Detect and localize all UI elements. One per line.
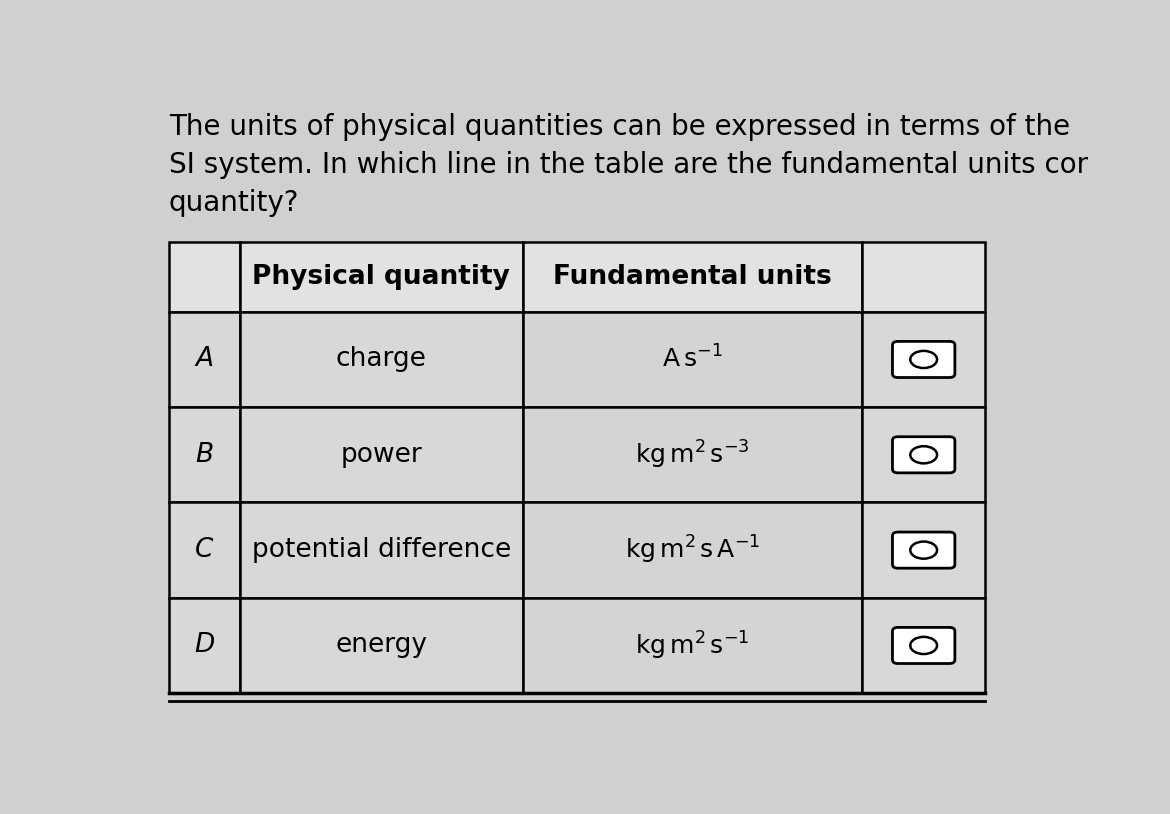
Text: B: B — [195, 442, 213, 468]
Text: D: D — [194, 632, 214, 659]
Text: potential difference: potential difference — [252, 537, 511, 563]
Text: charge: charge — [336, 347, 427, 373]
Text: The units of physical quantities can be expressed in terms of the
SI system. In : The units of physical quantities can be … — [168, 113, 1088, 217]
Ellipse shape — [910, 351, 937, 368]
FancyBboxPatch shape — [893, 532, 955, 568]
Text: C: C — [195, 537, 213, 563]
Text: energy: energy — [335, 632, 427, 659]
Ellipse shape — [910, 446, 937, 463]
FancyBboxPatch shape — [893, 628, 955, 663]
FancyBboxPatch shape — [893, 437, 955, 473]
Bar — [168, 407, 240, 502]
Text: $\mathrm{kg\,m^{2}\,s\,A^{-1}}$: $\mathrm{kg\,m^{2}\,s\,A^{-1}}$ — [625, 534, 761, 567]
Ellipse shape — [910, 541, 937, 558]
Text: $\mathrm{A\,s^{-1}}$: $\mathrm{A\,s^{-1}}$ — [662, 346, 723, 373]
Bar — [168, 597, 240, 694]
Text: Physical quantity: Physical quantity — [253, 264, 510, 290]
Text: $\mathrm{kg\,m^{2}\,s^{-3}}$: $\mathrm{kg\,m^{2}\,s^{-3}}$ — [635, 439, 750, 470]
Bar — [168, 242, 240, 312]
Text: A: A — [195, 347, 213, 373]
Bar — [168, 502, 240, 597]
Text: Fundamental units: Fundamental units — [553, 264, 832, 290]
Text: $\mathrm{kg\,m^{2}\,s^{-1}}$: $\mathrm{kg\,m^{2}\,s^{-1}}$ — [635, 629, 750, 662]
Bar — [168, 312, 240, 407]
Text: power: power — [340, 442, 422, 468]
FancyBboxPatch shape — [893, 341, 955, 378]
Ellipse shape — [910, 637, 937, 654]
